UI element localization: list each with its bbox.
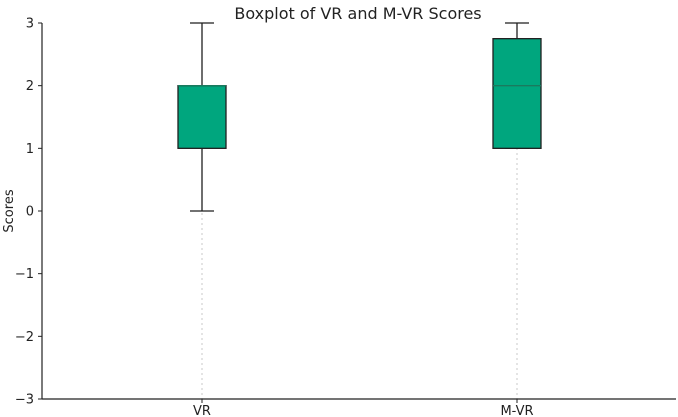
y-tick-label: 0	[26, 205, 34, 220]
box-layer	[177, 22, 542, 212]
x-tick-label-m-vr: M-VR	[500, 404, 533, 417]
y-tick-label: 3	[26, 17, 34, 32]
y-tick-label: 2	[26, 79, 34, 94]
y-axis-label: Scores	[2, 189, 17, 232]
y-tick-label: −1	[15, 267, 34, 282]
y-tick-label: −2	[15, 330, 34, 345]
y-tick-label: −3	[15, 393, 34, 408]
box-vr	[177, 85, 227, 149]
grid-layer	[201, 23, 518, 399]
axis-layer: −3 −2 −1 0 1 2 3 VR M-VR	[15, 17, 676, 417]
box-m-vr	[492, 38, 542, 149]
chart-title: Boxplot of VR and M-VR Scores	[234, 4, 481, 23]
x-tick-label-vr: VR	[193, 404, 211, 417]
y-tick-label: 1	[26, 142, 34, 157]
